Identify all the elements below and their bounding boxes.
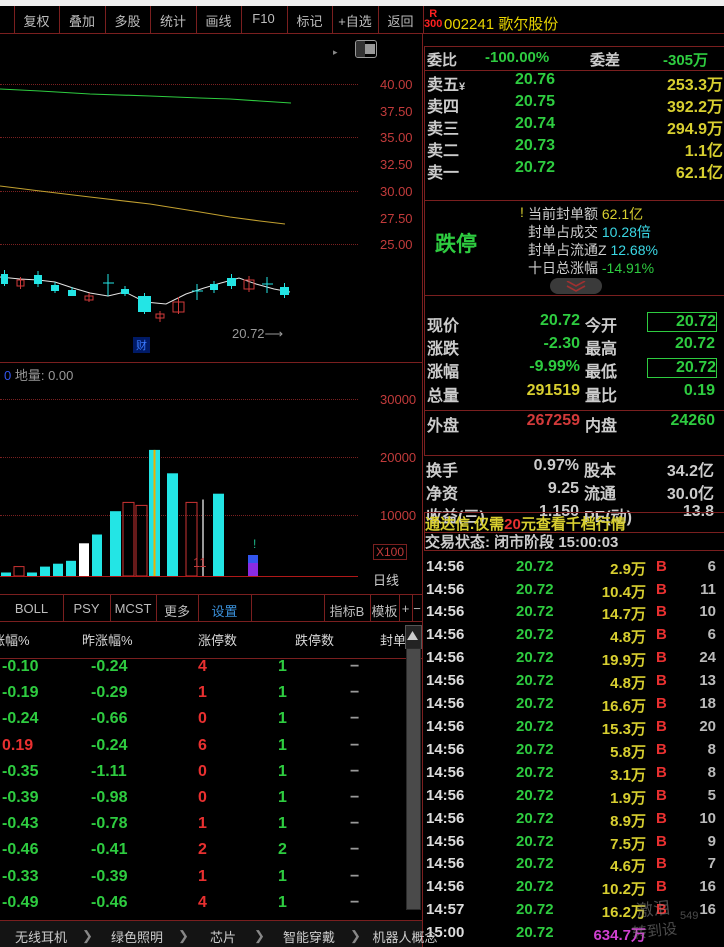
svg-text:!: ! [253, 537, 256, 551]
